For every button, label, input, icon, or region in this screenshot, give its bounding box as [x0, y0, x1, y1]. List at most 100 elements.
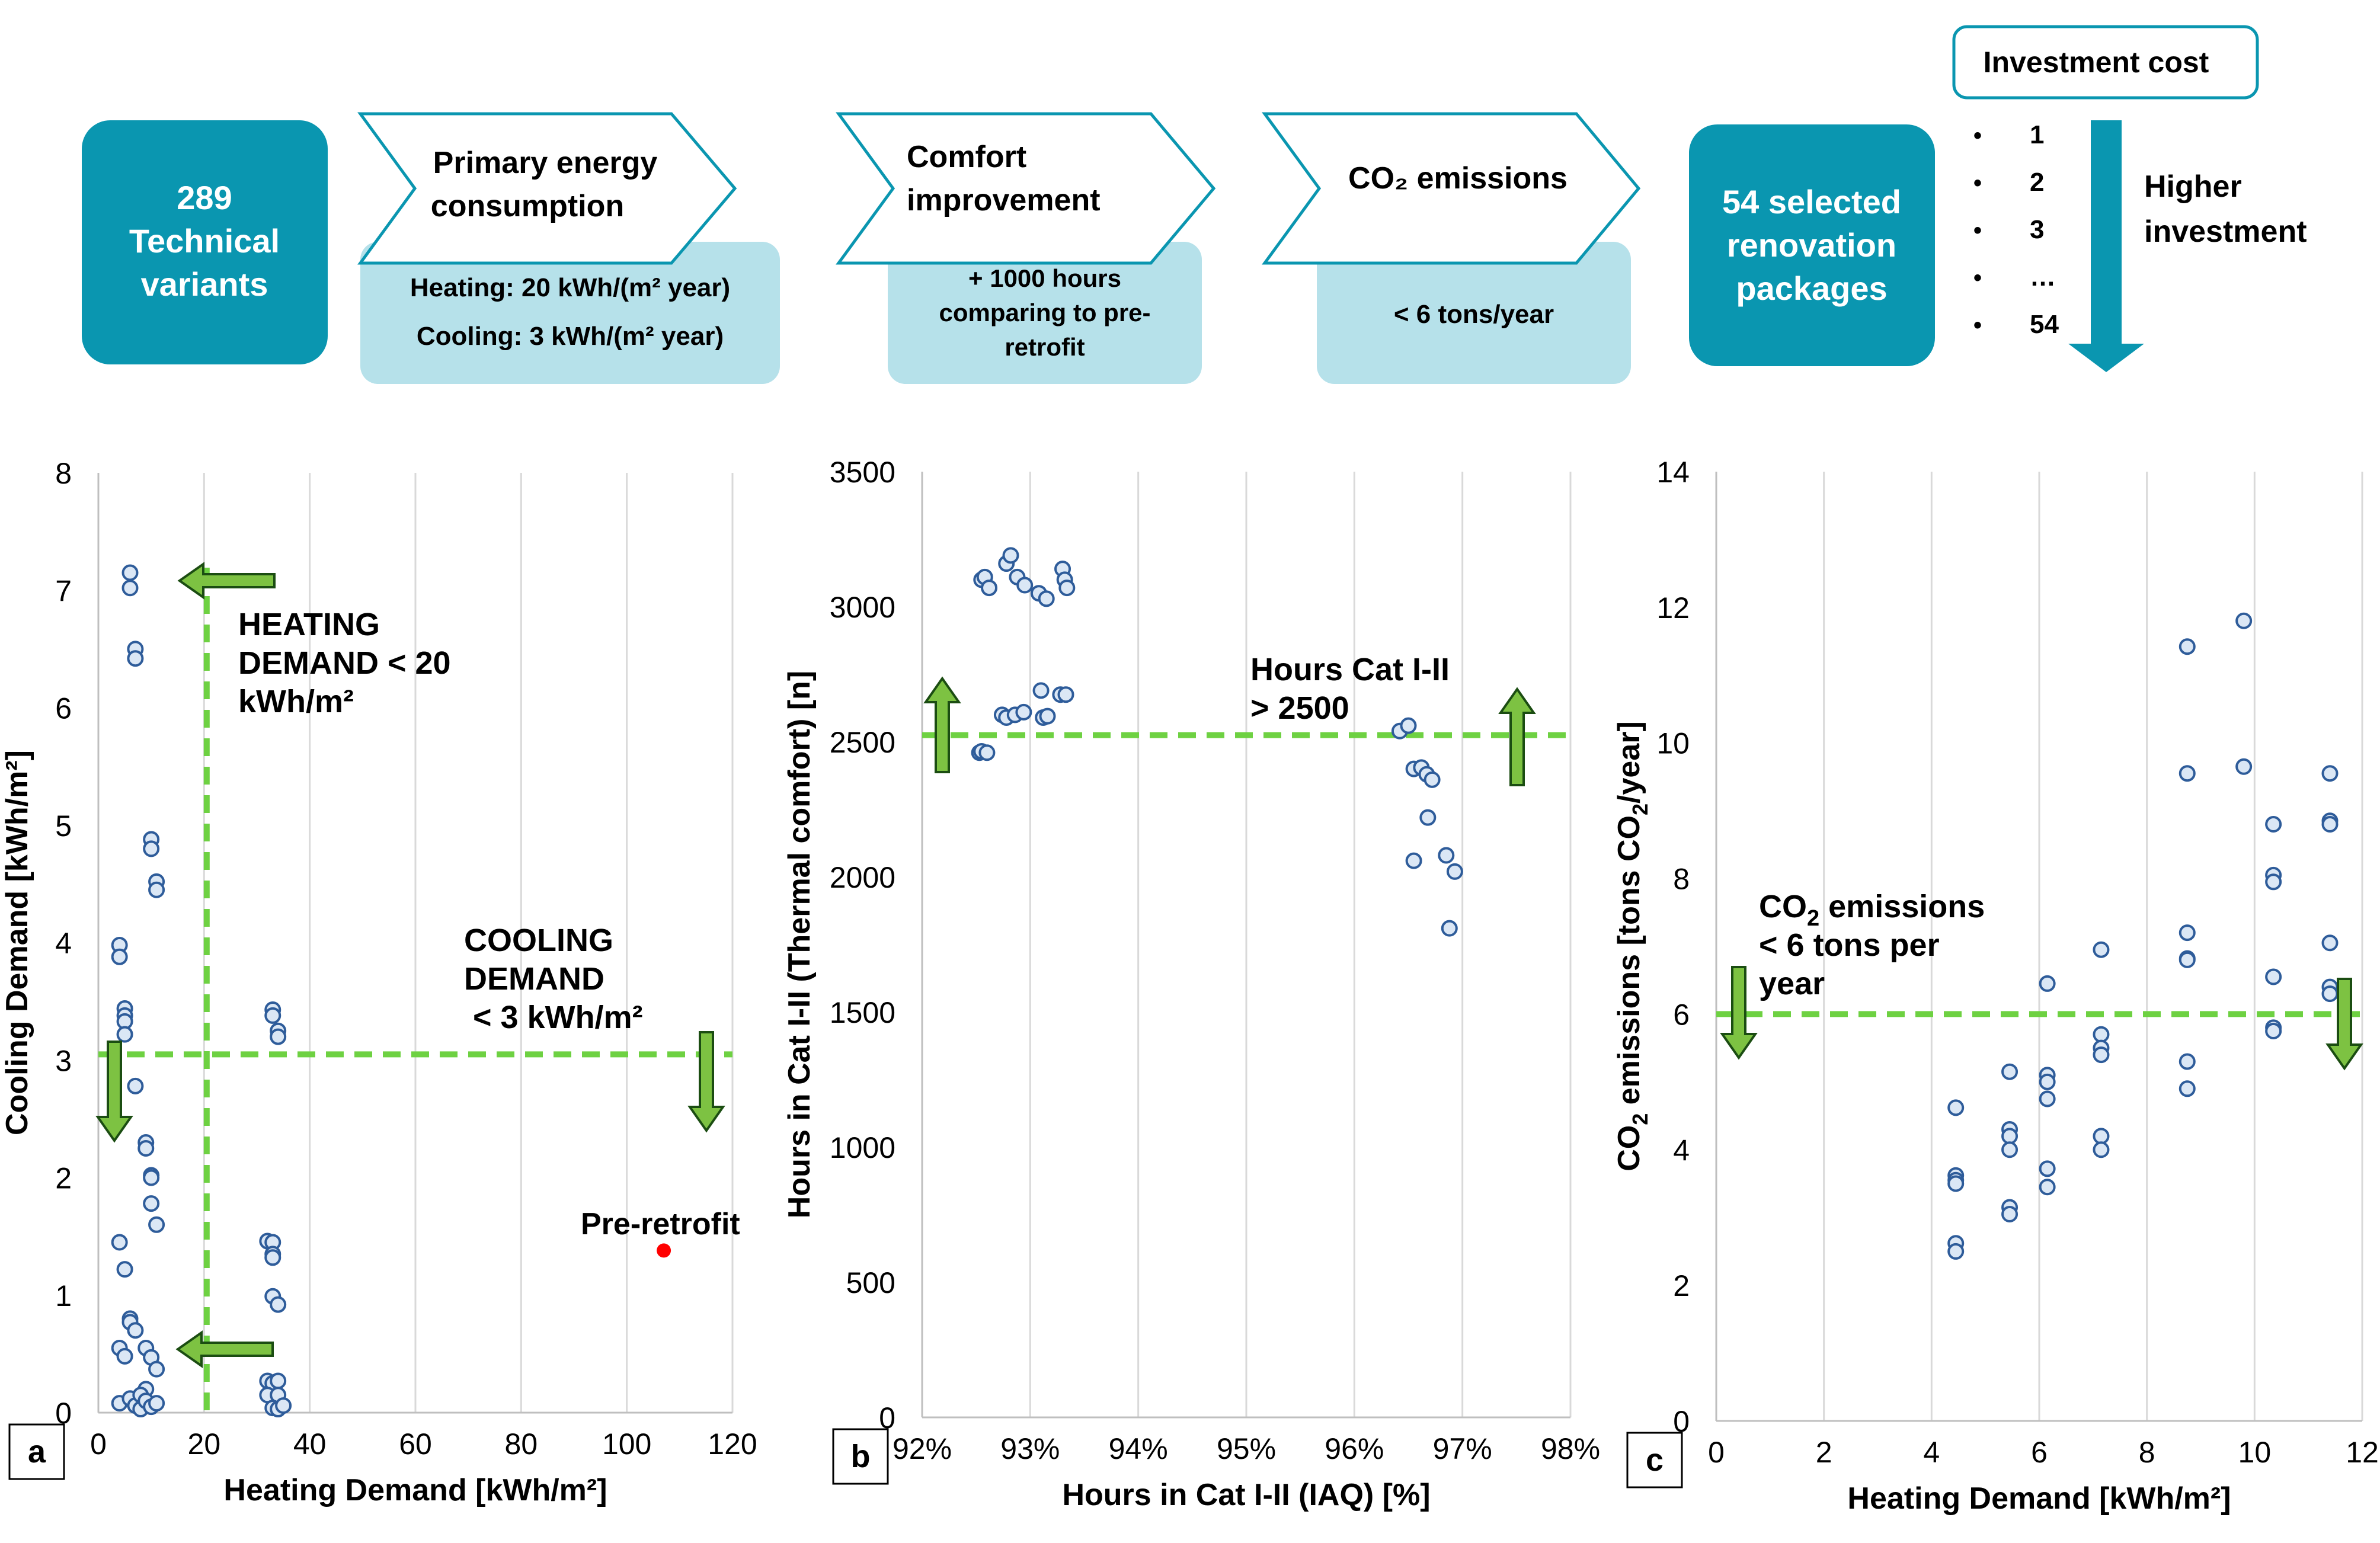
panel-b-y-tick-label: 1000	[830, 1131, 895, 1164]
panel-c-data-point	[1947, 1099, 1965, 1116]
panel-c-co2-label-3: year	[1759, 966, 1825, 1001]
panel-c-data-point	[2001, 1063, 2018, 1080]
panel-c-data-point	[2093, 1046, 2110, 1064]
step-2-chevron	[836, 112, 1216, 265]
panel-b-y-tick-label: 2500	[830, 726, 895, 759]
panel-b-x-tick-label: 97%	[1433, 1432, 1492, 1465]
panel-a-cooling-arrow-left	[95, 1041, 133, 1143]
panel-a-data-point	[121, 564, 139, 581]
panel-a-x-tick-label: 40	[293, 1427, 327, 1461]
panel-a-data-point	[148, 1216, 165, 1233]
chart-annotations: HEATING DEMAND < 20 kWh/m² COOLING DEMAN…	[238, 607, 1985, 1241]
panel-c-label-box	[1626, 1432, 1683, 1488]
panel-b-y-tick-label: 3000	[830, 591, 895, 624]
step-1-chevron	[357, 112, 737, 265]
panel-c-data-point	[2321, 765, 2339, 782]
panel-c-data-point	[2179, 1053, 2196, 1070]
step-1-title-line-2: consumption	[431, 189, 624, 223]
step-1-criteria-line-2: Cooling: 3 kWh/(m² year)	[417, 322, 724, 351]
step-2-criteria-line-1: + 1000 hours	[968, 264, 1121, 292]
panel-c-data-point	[2039, 1073, 2056, 1090]
panel-a-heating-arrow-top	[177, 562, 276, 600]
panel-c-y-tick-label: 8	[1673, 863, 1690, 896]
panel-c-data-point	[2265, 968, 2282, 985]
panel-c-data-point	[2235, 612, 2253, 629]
panel-c-data-point	[2265, 816, 2282, 833]
panel-b-x-tick-label: 96%	[1325, 1432, 1384, 1465]
investment-item-4: …	[2030, 262, 2056, 292]
step-3-criteria-box	[1317, 242, 1631, 384]
panel-b-data-point	[1039, 708, 1056, 725]
panel-b-data-point	[1419, 809, 1437, 826]
panel-a-x-tick-label: 60	[399, 1427, 432, 1461]
panel-a-data-point	[270, 1296, 287, 1313]
panel-c-data-point	[2039, 1160, 2056, 1177]
panel-a-y-tick-label: 4	[55, 927, 72, 960]
panel-b-hours-label-2: > 2500	[1250, 690, 1349, 726]
panel-a-data-point	[270, 1372, 287, 1390]
investment-item-5: 54	[2030, 310, 2059, 339]
panel-b-label-box	[832, 1428, 889, 1485]
step-2-criteria-line-2: comparing to pre-	[939, 299, 1150, 326]
panel-c-x-tick-label: 8	[2139, 1436, 2155, 1469]
investment-item-3: 3	[2030, 215, 2044, 244]
panel-a-y-tick-label: 6	[55, 692, 72, 725]
panel-c-data-point	[2039, 975, 2056, 992]
panel-a-y-tick-label: 5	[55, 809, 72, 843]
result-box	[1689, 124, 1935, 366]
panel-c-data-point	[1947, 1243, 1965, 1260]
panel-a-data-point	[143, 1195, 160, 1212]
step-3-title: CO₂ emissions	[1348, 161, 1568, 196]
investment-title-box	[1952, 25, 2259, 100]
panel-b-data-point	[1002, 547, 1019, 564]
panel-a-data-point	[127, 1322, 144, 1339]
panel-c-data-point	[2001, 1128, 2018, 1145]
panel-a-data-point	[116, 1347, 133, 1365]
panel-b-data-point	[1016, 577, 1034, 594]
step-1-criteria-line-1: Heating: 20 kWh/(m² year)	[410, 273, 730, 302]
panel-a-label: a	[28, 1434, 46, 1470]
panel-b-y-tick-label: 500	[846, 1266, 895, 1299]
investment-list: • 1 • 2 • 3 • … • 54	[1973, 120, 2059, 339]
panel-b-y-tick-label: 2000	[830, 861, 895, 894]
panel-c-arrow-down-left	[1720, 966, 1758, 1060]
panel-c-y-tick-label: 4	[1673, 1134, 1690, 1167]
panel-b-data-point	[1423, 771, 1441, 788]
panel-a-x-tick-label: 20	[188, 1427, 221, 1461]
panel-b-data-point	[1446, 863, 1463, 880]
panel-c-data-point	[2179, 638, 2196, 655]
panel-a-cooling-label-3: < 3 kWh/m²	[464, 1000, 643, 1035]
panel-a-data-point	[148, 881, 165, 898]
panel-a-y-tick-label: 7	[55, 574, 72, 607]
panel-c-data-point	[2321, 985, 2339, 1003]
panel-b-data-point	[1400, 717, 1417, 734]
panel-c-data-point	[2001, 1205, 2018, 1222]
panel-b-arrow-up-right	[1498, 687, 1536, 786]
panel-a-y-tick-label: 8	[55, 457, 72, 490]
panel-b-x-tick-label: 93%	[1000, 1432, 1060, 1465]
panel-b-chart: 92% 93% 94% 95% 96% 97% 98%0500100015002000250…	[782, 456, 1600, 1512]
panel-b-data-point	[1057, 686, 1074, 703]
investment-down-arrow	[2068, 120, 2144, 372]
step-1-criteria-box	[360, 242, 780, 384]
investment-bullet-2: •	[1973, 170, 1982, 196]
panel-a-heating-arrow-bottom	[175, 1330, 274, 1368]
result-box-line-1: 54 selected	[1722, 183, 1901, 220]
panel-b-arrow-up-left	[923, 676, 961, 773]
start-box-line-3: variants	[141, 265, 268, 303]
panel-a-y-axis-title: Cooling Demand [kWh/m²]	[0, 750, 34, 1135]
panel-c-data-point	[2235, 758, 2253, 775]
panel-b-data-point	[1405, 852, 1422, 869]
panel-a-data-point	[264, 1007, 281, 1024]
panel-a-cooling-label-2: DEMAND	[464, 961, 604, 997]
step-2-criteria-line-3: retrofit	[1005, 333, 1085, 361]
panel-b-data-point	[1438, 847, 1455, 864]
panel-a-data-point	[148, 1395, 165, 1412]
panel-c-data-point	[2093, 1026, 2110, 1043]
panel-b-data-point	[1441, 920, 1458, 937]
panel-c-data-point	[2265, 873, 2282, 891]
panel-c-data-point	[2093, 1128, 2110, 1145]
panel-a-heating-label-3: kWh/m²	[238, 684, 354, 719]
step-1-title-line-1: Primary energy	[433, 146, 658, 180]
